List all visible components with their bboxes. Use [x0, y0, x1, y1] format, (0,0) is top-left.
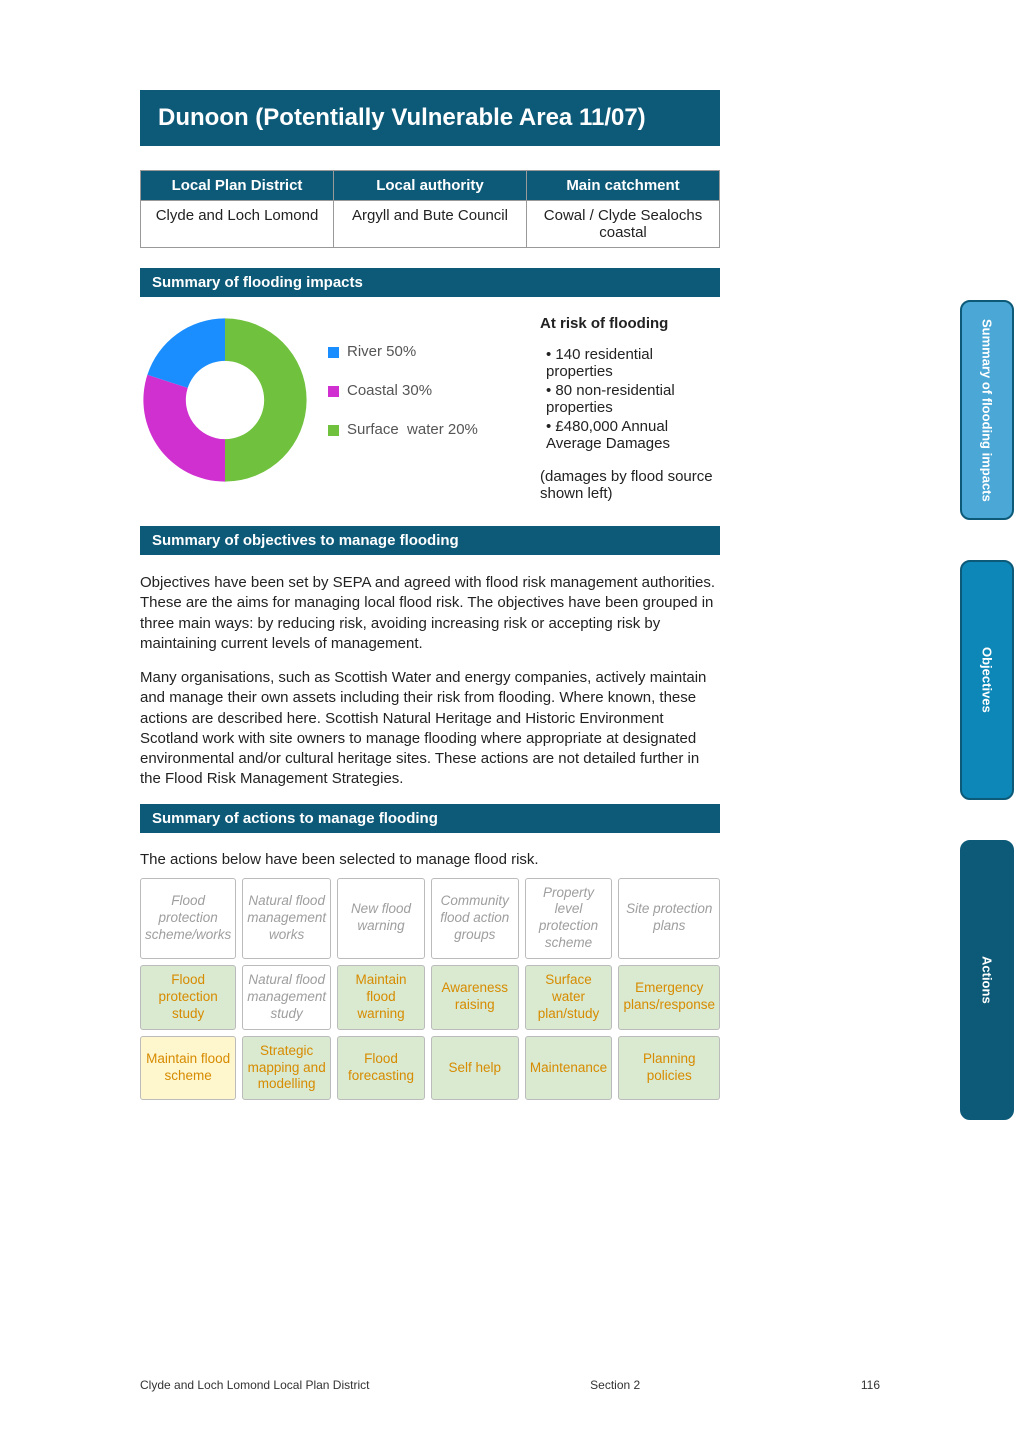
page-title: Dunoon (Potentially Vulnerable Area 11/0… — [140, 90, 720, 146]
th-authority: Local authority — [334, 171, 527, 201]
action-cell: Site protection plans — [618, 878, 720, 960]
side-tab-impacts[interactable]: Summary of flooding impacts — [960, 300, 1014, 520]
action-cell: Maintenance — [525, 1036, 613, 1101]
actions-intro: The actions below have been selected to … — [140, 851, 720, 868]
action-cell: Maintain flood warning — [337, 965, 425, 1030]
action-cell: Property level protection scheme — [525, 878, 613, 960]
legend-label: River 50% — [347, 343, 416, 360]
risk-bullet: • £480,000 Annual Average Damages — [546, 418, 720, 452]
actions-grid: Flood protection scheme/worksNatural flo… — [140, 878, 720, 1101]
action-cell: Surface water plan/study — [525, 965, 613, 1030]
action-cell: Natural flood management works — [242, 878, 331, 960]
action-cell: Maintain flood scheme — [140, 1036, 236, 1101]
action-cell: Flood protection scheme/works — [140, 878, 236, 960]
action-cell: Emergency plans/response — [618, 965, 720, 1030]
legend-swatch — [328, 425, 339, 436]
risk-bullet: • 80 non-residential properties — [546, 382, 720, 416]
td-authority: Argyll and Bute Council — [334, 201, 527, 248]
action-cell: Flood protection study — [140, 965, 236, 1030]
risk-bullets: • 140 residential properties• 80 non-res… — [546, 346, 720, 452]
legend-label: Surface water 20% — [347, 421, 478, 438]
legend-item: Coastal 30% — [328, 382, 478, 399]
legend-label: Coastal 30% — [347, 382, 432, 399]
action-cell: Strategic mapping and modelling — [242, 1036, 331, 1101]
donut-slice — [225, 318, 307, 481]
td-catchment: Cowal / Clyde Sealochs coastal — [527, 201, 720, 248]
th-district: Local Plan District — [141, 171, 334, 201]
objectives-para-2: Many organisations, such as Scottish Wat… — [140, 668, 720, 790]
risk-note: (damages by flood source shown left) — [540, 468, 720, 502]
legend-swatch — [328, 386, 339, 397]
donut-slice — [143, 375, 225, 482]
legend-item: River 50% — [328, 343, 478, 360]
chart-legend: River 50% Coastal 30% Surface water 20% — [328, 315, 478, 460]
section-actions-title: Summary of actions to manage flooding — [140, 804, 720, 833]
risk-bullet: • 140 residential properties — [546, 346, 720, 380]
legend-item: Surface water 20% — [328, 421, 478, 438]
donut-slice — [147, 318, 225, 387]
donut-chart — [140, 315, 310, 485]
action-cell: Community flood action groups — [431, 878, 519, 960]
footer-right: 116 — [861, 1378, 880, 1392]
section-objectives-title: Summary of objectives to manage flooding — [140, 526, 720, 555]
section-impacts-title: Summary of flooding impacts — [140, 268, 720, 297]
objectives-para-1: Objectives have been set by SEPA and agr… — [140, 573, 720, 654]
action-cell: Planning policies — [618, 1036, 720, 1101]
action-cell: Awareness raising — [431, 965, 519, 1030]
action-cell: Natural flood management study — [242, 965, 331, 1030]
footer-left: Clyde and Loch Lomond Local Plan Distric… — [140, 1378, 369, 1392]
side-tab-objectives[interactable]: Objectives — [960, 560, 1014, 800]
footer-center: Section 2 — [590, 1378, 640, 1392]
legend-swatch — [328, 347, 339, 358]
td-district: Clyde and Loch Lomond — [141, 201, 334, 248]
side-tab-actions[interactable]: Actions — [960, 840, 1014, 1120]
risk-heading: At risk of flooding — [540, 315, 720, 332]
th-catchment: Main catchment — [527, 171, 720, 201]
info-table: Local Plan District Local authority Main… — [140, 170, 720, 248]
action-cell: Self help — [431, 1036, 519, 1101]
action-cell: Flood forecasting — [337, 1036, 425, 1101]
action-cell: New flood warning — [337, 878, 425, 960]
